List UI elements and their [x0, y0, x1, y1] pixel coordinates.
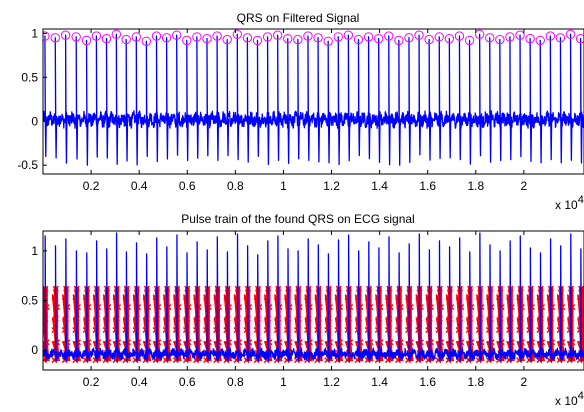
- qrs-marker: [575, 33, 584, 44]
- qrs-marker: [555, 33, 566, 43]
- x-tick-label: 0.6: [179, 375, 196, 389]
- axes-frame: [42, 28, 584, 175]
- qrs-marker: [232, 29, 242, 39]
- x-tick-label: 0.8: [227, 179, 244, 193]
- qrs-marker: [71, 32, 81, 42]
- x-tick-label: 1.8: [467, 375, 484, 389]
- chart-title-pulse-train: Pulse train of the found QRS on ECG sign…: [181, 212, 414, 226]
- qrs-marker: [363, 32, 374, 42]
- qrs-marker: [565, 29, 576, 39]
- x-tick-label: 0.2: [83, 179, 100, 193]
- y-tick-label: 0: [31, 343, 38, 357]
- qrs-marker: [333, 32, 343, 42]
- qrs-marker: [283, 33, 293, 44]
- x-tick-label: 0.6: [179, 179, 196, 193]
- ecg-trace-line: [43, 232, 584, 362]
- qrs-marker: [525, 33, 535, 44]
- qrs-marker: [485, 33, 495, 43]
- qrs-marker: [515, 30, 525, 40]
- qrs-marker: [60, 30, 71, 40]
- y-tick-label: 1: [31, 26, 38, 40]
- x-tick-label: 1.2: [323, 179, 340, 193]
- x-tick-label: 1.8: [467, 179, 484, 193]
- pulse-train-ticks: 0.2 0.4 0.6 0.8 1 1.2 1.4 1.6 1.8 2 0 0.5 1: [21, 231, 528, 389]
- qrs-marker: [171, 30, 182, 40]
- qrs-marker: [414, 30, 424, 40]
- x-tick-label: 0.2: [83, 375, 100, 389]
- qrs-marker: [505, 32, 515, 42]
- qrs-marker: [464, 35, 475, 46]
- y-tick-label: -0.5: [17, 158, 38, 172]
- y-tick-label: 0.5: [21, 70, 38, 84]
- pulse-train-marks: [43, 232, 584, 364]
- qrs-marker: [202, 33, 212, 44]
- qrs-marker: [343, 30, 354, 40]
- qrs-marker: [404, 33, 414, 43]
- x-tick-label: 1.2: [323, 375, 340, 389]
- qrs-marker: [50, 33, 60, 43]
- qrs-marker: [424, 34, 434, 45]
- qrs-marker: [323, 36, 333, 46]
- x-tick-label: 0.8: [227, 375, 244, 389]
- chart-title-qrs-filtered: QRS on Filtered Signal: [237, 11, 360, 25]
- qrs-marker: [43, 31, 50, 41]
- qrs-marker: [121, 34, 131, 45]
- plot-area-pulse-train: [42, 230, 584, 371]
- qrs-marker: [373, 33, 384, 44]
- qrs-filtered-marks: [43, 29, 584, 166]
- y-tick-label: 1: [31, 244, 38, 258]
- x-tick-label: 0.4: [131, 375, 148, 389]
- qrs-marker: [91, 31, 102, 41]
- qrs-marker: [222, 34, 232, 45]
- qrs-marker: [272, 30, 283, 40]
- qrs-marker: [474, 29, 485, 39]
- x-tick-label: 1.6: [419, 179, 436, 193]
- y-tick-label: 0: [31, 114, 38, 128]
- qrs-marker: [384, 31, 394, 41]
- axes-background: [43, 231, 584, 370]
- qrs-marker: [535, 35, 545, 46]
- qrs-marker: [81, 35, 92, 46]
- x-tick-label: 2: [521, 179, 528, 193]
- qrs-marker: [444, 33, 455, 44]
- x-tick-label: 1: [280, 375, 287, 389]
- qrs-marker: [303, 31, 313, 41]
- qrs-marker: [161, 33, 172, 43]
- qrs-marker: [313, 33, 323, 43]
- qrs-marker: [141, 36, 152, 46]
- qrs-marker: [495, 34, 505, 45]
- x-tick-label: 1: [280, 179, 287, 193]
- pulse-train-chart: Pulse train of the found QRS on ECG sign…: [21, 212, 584, 408]
- plot-area-qrs-filtered: [42, 28, 584, 175]
- x-tick-label: 0.4: [131, 179, 148, 193]
- qrs-marker: [545, 31, 556, 41]
- qrs-marker: [111, 29, 122, 39]
- qrs-filtered-ticks: 0.2 0.4 0.6 0.8 1 1.2 1.4 1.6 1.8 2 -0.5 0 0.5 1: [17, 26, 527, 193]
- qrs-marker: [131, 32, 141, 42]
- qrs-marker: [353, 34, 364, 45]
- qrs-marker: [242, 33, 253, 43]
- qrs-marker: [434, 32, 444, 42]
- qrs-marker: [252, 35, 263, 46]
- qrs-marker: [212, 31, 222, 41]
- x-multiplier-qrs-filtered: x 104: [555, 194, 584, 212]
- x-tick-label: 1.4: [371, 375, 388, 389]
- qrs-marker: [293, 34, 303, 45]
- qrs-marker: [394, 35, 404, 46]
- x-multiplier-pulse-train: x 104: [555, 390, 584, 408]
- y-tick-label: 0.5: [21, 294, 38, 308]
- x-tick-label: 2: [521, 375, 528, 389]
- x-tick-label: 1.6: [419, 375, 436, 389]
- qrs-marker: [192, 32, 202, 42]
- qrs-marker: [151, 31, 162, 41]
- x-tick-label: 1.4: [371, 179, 388, 193]
- qrs-marker: [454, 31, 465, 41]
- qrs-filtered-chart: QRS on Filtered Signal 0.2 0.4 0.6 0.8 1 1.2 1…: [17, 11, 584, 212]
- qrs-marker: [101, 33, 112, 44]
- qrs-marker: [262, 32, 273, 42]
- ecg-trace-line: [43, 33, 584, 166]
- axes-background: [43, 29, 584, 174]
- qrs-marker: [182, 35, 192, 46]
